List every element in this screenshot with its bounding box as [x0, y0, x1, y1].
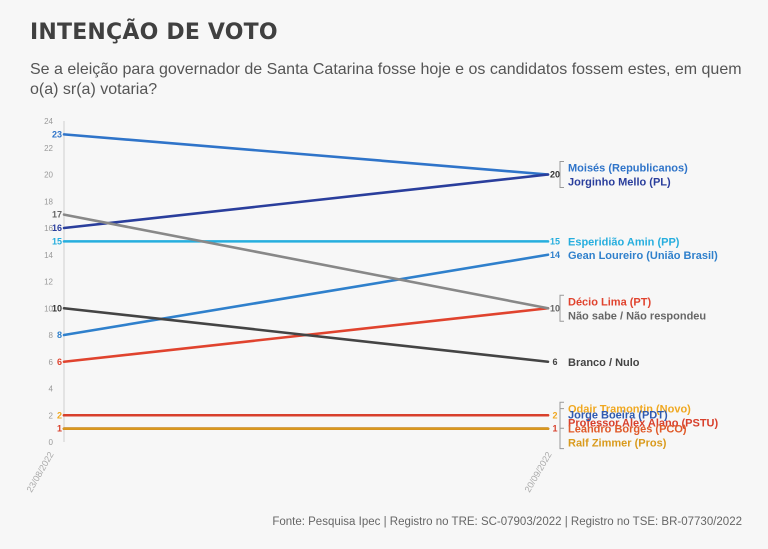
legend-entry: Décio Lima (PT): [568, 296, 651, 308]
y-tick-label: 8: [49, 331, 54, 340]
end-value-label: 10: [550, 303, 560, 313]
y-tick-label: 12: [44, 278, 53, 287]
page-title: INTENÇÃO DE VOTO: [30, 20, 278, 45]
legend-entry: Odair Tramontin (Novo): [568, 403, 691, 415]
y-tick-label: 2: [49, 411, 54, 420]
y-tick-label: 16: [44, 224, 53, 233]
series-line: [62, 253, 550, 337]
series-lines: [62, 133, 550, 430]
y-tick-label: 24: [44, 117, 53, 126]
start-value-label: 1: [57, 424, 62, 434]
start-value-label: 8: [57, 330, 62, 340]
legend-entry: Esperidião Amin (PP): [568, 236, 680, 248]
x-tick-label-end: 20/09/2022: [523, 450, 554, 494]
legend-bracket: [559, 294, 564, 322]
y-tick-label: 18: [44, 197, 53, 206]
page-subtitle: Se a eleição para governador de Santa Ca…: [30, 61, 742, 98]
end-value-label: 15: [550, 236, 560, 246]
series-line: [62, 173, 550, 230]
x-axis: 23/08/2022 20/09/2022: [25, 450, 554, 494]
source-note: Fonte: Pesquisa Ipec | Registro no TRE: …: [272, 516, 742, 528]
legend-entry: Jorginho Mello (PL): [568, 177, 671, 189]
series-line: [62, 306, 550, 364]
end-value-label: 14: [550, 250, 560, 260]
legend-bracket: [559, 161, 564, 188]
legend-entry: Leandro Borges (PCO): [568, 424, 687, 436]
legend-bracket: [559, 401, 564, 429]
legend-entry: Não sabe / Não respondeu: [568, 310, 706, 322]
y-tick-label: 22: [44, 144, 53, 153]
series-legend: Moisés (Republicanos) Jorginho Mello (PL)…: [559, 161, 718, 450]
y-tick-label: 4: [49, 385, 54, 394]
end-value-label: 20: [550, 170, 560, 180]
start-value-label: 10: [52, 303, 62, 313]
end-value-label: 6: [552, 357, 557, 367]
legend-entry: Gean Loureiro (União Brasil): [568, 250, 718, 262]
start-value-label: 16: [52, 223, 62, 233]
legend-entry: Professor Alex Alano (PSTU): [568, 417, 718, 429]
end-value-label: 2: [552, 410, 557, 420]
series-line: [62, 213, 550, 310]
legend-entry: Jorge Boeira (PDT): [568, 410, 668, 422]
x-tick-label-start: 23/08/2022: [25, 450, 56, 494]
end-value-label: 1: [552, 424, 557, 434]
start-value-label: 2: [57, 410, 62, 420]
start-value-label: 17: [52, 210, 62, 220]
y-tick-label: 10: [44, 304, 53, 313]
series-line: [62, 133, 550, 176]
y-tick-label: 0: [49, 438, 54, 447]
start-value-label: 23: [52, 129, 62, 139]
legend-entry: Branco / Nulo: [568, 357, 640, 369]
legend-bracket: [559, 408, 564, 450]
y-tick-label: 14: [44, 251, 53, 260]
start-value-label: 15: [52, 236, 62, 246]
legend-entry: Moisés (Republicanos): [568, 163, 688, 175]
y-tick-label: 20: [44, 171, 53, 180]
start-value-label: 6: [57, 357, 62, 367]
legend-entry: Ralf Zimmer (Pros): [568, 438, 667, 450]
y-tick-label: 6: [49, 358, 54, 367]
